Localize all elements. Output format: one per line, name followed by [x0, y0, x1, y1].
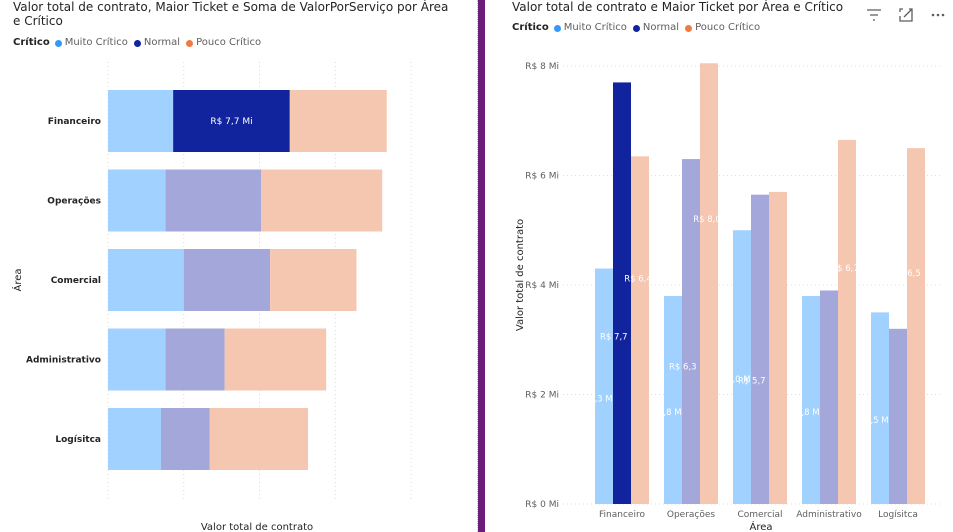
right-chart-title: Valor total de contrato e Maior Ticket p…: [512, 0, 844, 14]
legend-dot: [133, 39, 141, 47]
y-axis-title: Área: [11, 268, 24, 291]
column-data-label: R$ 8,0: [693, 215, 721, 225]
bar-comercial-muito-critico[interactable]: [108, 249, 184, 311]
y-tick-label: R$ 8 Mi: [525, 62, 559, 72]
column-operacoes-normal[interactable]: [682, 159, 700, 504]
y-tick-label: R$ 6 Mi: [525, 172, 559, 182]
column-comercial-normal[interactable]: [751, 194, 769, 504]
column-financeiro-pouco-critico[interactable]: [631, 156, 649, 504]
x-axis-title: Área: [749, 520, 772, 532]
column-data-label: R$ 6,7: [831, 264, 859, 274]
category-label-administrativo: Administrativo: [26, 356, 101, 366]
column-data-label: R$ 6,3 Mi: [669, 362, 709, 372]
column-data-label: R$ 5,7 Mi: [738, 376, 778, 386]
left-legend: Crítico Muito Crítico Normal Pouco Críti…: [13, 37, 267, 49]
column-operacoes-pouco-critico[interactable]: [700, 63, 718, 504]
more-options-icon[interactable]: [929, 6, 947, 24]
column-data-label: 3,8 Mi: [658, 408, 684, 418]
bar-comercial-pouco-critico[interactable]: [270, 249, 357, 311]
category-label-financeiro: Financeiro: [48, 117, 101, 127]
column-data-label: 3,5 Mi: [865, 416, 891, 426]
column-data-label: R$ 7,7 Mi: [600, 333, 640, 343]
x-tick-label-operacoes: Operações: [667, 510, 716, 520]
column-logisitca-pouco-critico[interactable]: [907, 148, 925, 504]
y-axis-title: Valor total de contrato: [515, 219, 526, 331]
legend-item-normal[interactable]: Normal: [133, 37, 180, 49]
column-comercial-muito-critico[interactable]: [733, 230, 751, 504]
column-data-label: 4,3 Mi: [589, 394, 615, 404]
category-label-operacoes: Operações: [47, 197, 101, 207]
column-comercial-pouco-critico[interactable]: [769, 191, 787, 505]
column-data-label: 5,0 Mi: [727, 375, 753, 385]
bar-administrativo-muito-critico[interactable]: [108, 328, 166, 391]
legend-dot: [553, 24, 561, 32]
legend-dot: [54, 39, 62, 47]
left-stacked-bar-chart[interactable]: R$ 7,7 Mi Financeiro Operações Comercial Adm…: [0, 0, 478, 532]
visual-header-icons: [851, 6, 947, 24]
focus-mode-icon[interactable]: [897, 6, 915, 24]
x-tick-label-financeiro: Financeiro: [599, 510, 645, 520]
bar-logisitca-pouco-critico[interactable]: [209, 408, 308, 470]
y-tick-label: R$ 4 Mi: [525, 281, 559, 291]
bar-operacoes-muito-critico[interactable]: [108, 169, 166, 232]
category-label-logisitca: Logísitca: [55, 435, 101, 445]
bar-financeiro-normal[interactable]: [173, 90, 290, 152]
page-divider: [478, 0, 485, 532]
column-operacoes-muito-critico[interactable]: [664, 295, 682, 504]
column-data-label: R$ 6,4: [624, 274, 652, 284]
bar-operacoes-normal[interactable]: [165, 169, 262, 232]
legend-dot: [632, 24, 640, 32]
legend-title: Crítico: [512, 22, 549, 33]
legend-title: Crítico: [13, 37, 50, 48]
right-legend: Crítico Muito Crítico Normal Pouco Críti…: [512, 22, 766, 34]
right-visual-panel[interactable]: Valor total de contrato e Maior Ticket p…: [485, 0, 953, 532]
bar-financeiro-pouco-critico[interactable]: [289, 90, 387, 152]
legend-item-pouco-critico[interactable]: Pouco Crítico: [685, 22, 760, 34]
bar-logisitca-normal[interactable]: [161, 408, 210, 470]
x-tick-label-comercial: Comercial: [737, 510, 782, 520]
x-axis-title: Valor total de contrato: [201, 522, 313, 532]
column-logisitca-muito-critico[interactable]: [871, 312, 889, 504]
column-data-label: 6,5: [907, 269, 921, 279]
category-label-comercial: Comercial: [51, 276, 101, 286]
column-data-label: 3,8 Mi: [796, 408, 822, 418]
legend-dot: [685, 24, 693, 32]
column-logisitca-normal[interactable]: [889, 328, 907, 504]
column-administrativo-muito-critico[interactable]: [802, 295, 820, 504]
column-administrativo-normal[interactable]: [820, 290, 838, 504]
legend-item-normal[interactable]: Normal: [632, 22, 679, 34]
legend-item-muito-critico[interactable]: Muito Crítico: [553, 22, 627, 34]
left-visual-panel[interactable]: Valor total de contrato, Maior Ticket e …: [0, 0, 478, 532]
bar-comercial-normal[interactable]: [183, 249, 271, 311]
y-tick-label: R$ 0 Mi: [525, 500, 559, 510]
legend-item-pouco-critico[interactable]: Pouco Crítico: [186, 37, 261, 49]
column-financeiro-normal[interactable]: [613, 82, 631, 505]
x-tick-label-logisitca: Logísitca: [878, 510, 918, 520]
bar-operacoes-pouco-critico[interactable]: [261, 169, 383, 232]
legend-item-muito-critico[interactable]: Muito Crítico: [54, 37, 128, 49]
left-chart-title: Valor total de contrato, Maior Ticket e …: [13, 0, 449, 28]
bar-administrativo-normal[interactable]: [165, 328, 225, 391]
bar-logisitca-muito-critico[interactable]: [108, 408, 162, 470]
bar-administrativo-pouco-critico[interactable]: [224, 328, 327, 391]
bar-data-label: R$ 7,7 Mi: [210, 117, 252, 127]
column-administrativo-pouco-critico[interactable]: [838, 139, 856, 504]
legend-dot: [186, 39, 194, 47]
bar-financeiro-muito-critico[interactable]: [108, 90, 174, 152]
column-financeiro-muito-critico[interactable]: [595, 268, 613, 504]
right-clustered-column-chart[interactable]: R$ 0 Mi R$ 2 Mi R$ 4 Mi R$ 6 Mi R$ 8 Mi 4,3 M…: [485, 0, 953, 532]
filter-icon[interactable]: [865, 6, 883, 24]
x-tick-label-administrativo: Administrativo: [796, 510, 862, 520]
y-tick-label: R$ 2 Mi: [525, 391, 559, 401]
